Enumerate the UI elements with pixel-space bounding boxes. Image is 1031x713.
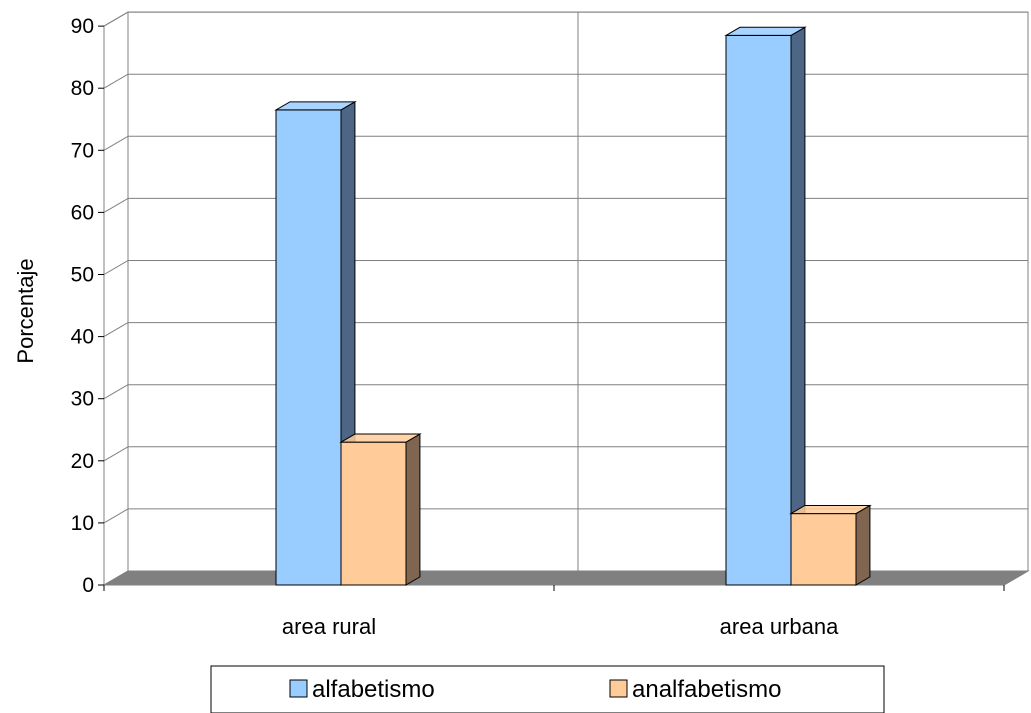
bar-alfabetismo-area-rural (274, 100, 357, 586)
legend-box (210, 665, 885, 713)
bar-side (405, 433, 421, 586)
bar-front (725, 34, 792, 586)
bar-analfabetismo-area-urbana (789, 504, 872, 586)
y-tick-label-80: 80 (71, 77, 94, 100)
legend: alfabetismo analfabetismo (210, 665, 885, 713)
gridline-side-40 (103, 322, 129, 338)
bars (274, 26, 872, 586)
gridline-side-80 (103, 73, 129, 89)
bar-top (724, 26, 807, 36)
y-axis-title: Porcentaje (13, 258, 38, 363)
y-tick-label-90: 90 (71, 15, 94, 38)
chart-walls (103, 11, 1029, 586)
floor-divider-0 (103, 570, 129, 586)
gridline-side-50 (103, 260, 129, 275)
side-wall (103, 11, 129, 586)
x-tick-label-area-rural: area rural (282, 614, 376, 639)
y-tick-label-30: 30 (71, 388, 94, 411)
bar-front (340, 441, 407, 586)
bar-analfabetismo-area-rural (339, 433, 422, 586)
gridline-side-30 (103, 384, 129, 400)
y-axis-ticks: 0 10 20 30 40 50 60 70 80 90 (71, 15, 104, 597)
gridline-side-10 (103, 508, 129, 524)
y-tick-label-40: 40 (71, 326, 94, 349)
y-tick-label-60: 60 (71, 201, 94, 224)
y-tick-label-50: 50 (71, 264, 94, 287)
gridline-side-90 (103, 11, 129, 27)
bar-alfabetismo-area-urbana (724, 26, 807, 586)
floor-divider-1 (553, 570, 579, 586)
floor-divider-2 (1003, 570, 1029, 586)
y-tick-label-0: 0 (82, 574, 94, 597)
bar-top (274, 101, 357, 111)
bar-side (855, 504, 871, 586)
gridline-side-70 (103, 135, 129, 151)
gridline-side-60 (103, 197, 129, 213)
bar-side (790, 26, 806, 586)
bar-front (790, 513, 857, 586)
y-tick-label-10: 10 (71, 512, 94, 535)
legend-item-alfabetismo: alfabetismo (289, 676, 435, 703)
bar-top (789, 504, 872, 515)
legend-swatch (609, 679, 628, 698)
y-tick-label-70: 70 (71, 139, 94, 162)
bar-top (339, 433, 422, 443)
legend-label: analfabetismo (632, 676, 781, 703)
x-tick-label-area-urbana: area urbana (720, 614, 839, 639)
gridline-side-20 (103, 446, 129, 462)
x-axis-ticks: area rural area urbana (103, 585, 1005, 639)
legend-label: alfabetismo (312, 676, 435, 703)
bar-front (275, 109, 342, 586)
legend-item-analfabetismo: analfabetismo (609, 676, 781, 703)
legend-swatch (289, 679, 308, 698)
y-tick-label-20: 20 (71, 450, 94, 473)
